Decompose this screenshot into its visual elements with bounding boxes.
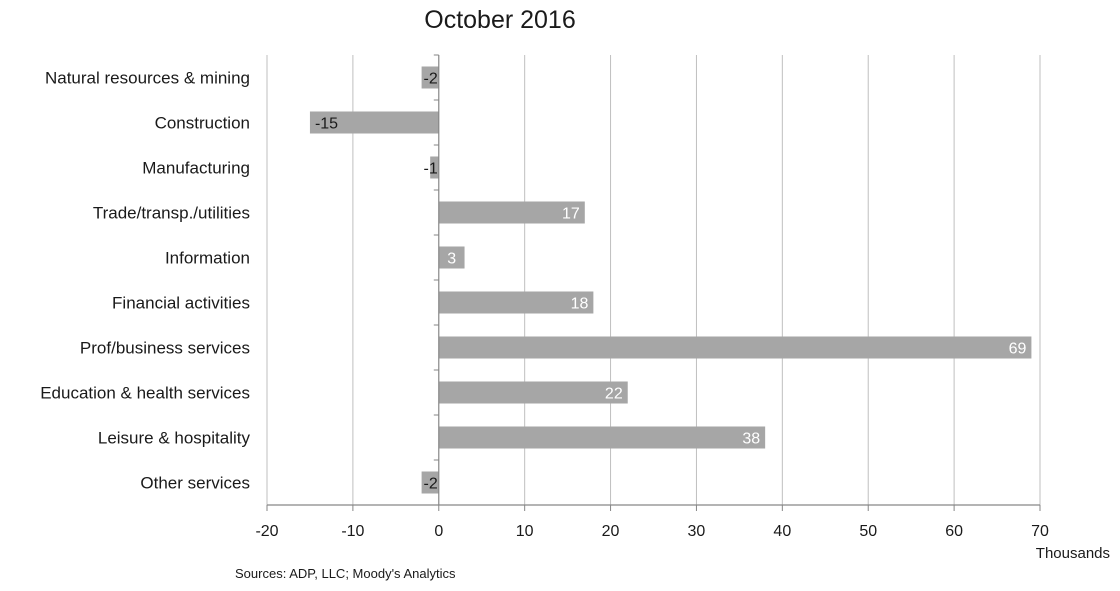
bar [438,246,465,269]
category-label: Education & health services [40,384,250,403]
x-tick-label: 60 [945,523,963,540]
x-tick-label: -10 [341,523,364,540]
x-tick-label: 40 [773,523,791,540]
category-label: Information [165,249,250,268]
data-label: 3 [447,251,456,268]
data-label: -2 [424,71,438,88]
x-tick-labels: -20 -10 0 10 20 30 40 50 60 70 [255,523,1049,540]
data-label: 38 [742,431,760,448]
data-label: -15 [315,116,338,133]
bar [438,291,594,314]
category-label: Construction [155,114,250,133]
data-label: 17 [562,206,580,223]
data-labels: -2 -15 -1 17 3 18 69 22 38 -2 [315,71,1027,493]
bar [421,471,439,494]
source-note: Sources: ADP, LLC; Moody's Analytics [235,566,456,581]
x-tick-label: 50 [859,523,877,540]
x-tick-label: 0 [434,523,443,540]
category-label: Financial activities [112,294,250,313]
category-label: Other services [140,474,250,493]
axes [266,54,1041,511]
chart-title: October 2016 [424,6,576,34]
category-label: Leisure & hospitality [98,429,251,448]
bar [438,426,766,449]
bar [438,381,628,404]
data-label: -2 [424,476,438,493]
category-label: Manufacturing [142,159,250,178]
bar [309,111,439,134]
category-label: Prof/business services [80,339,250,358]
bar [430,156,439,179]
data-label: 18 [571,296,589,313]
bar [421,66,439,89]
x-tick-label: 30 [688,523,706,540]
category-label: Trade/transp./utilities [93,204,250,223]
x-tick-label: -20 [255,523,278,540]
data-label: 69 [1009,341,1027,358]
x-tick-label: 10 [516,523,534,540]
category-label: Natural resources & mining [45,69,250,88]
data-label: 22 [605,386,623,403]
x-axis-unit-label: Thousands [1036,545,1110,562]
x-tick-label: 20 [602,523,620,540]
x-tick-label: 70 [1031,523,1049,540]
category-labels: Natural resources & mining Construction Ma… [40,69,250,493]
bars [309,66,1032,494]
data-label: -1 [424,161,438,178]
bar [438,201,585,224]
bar [438,336,1032,359]
